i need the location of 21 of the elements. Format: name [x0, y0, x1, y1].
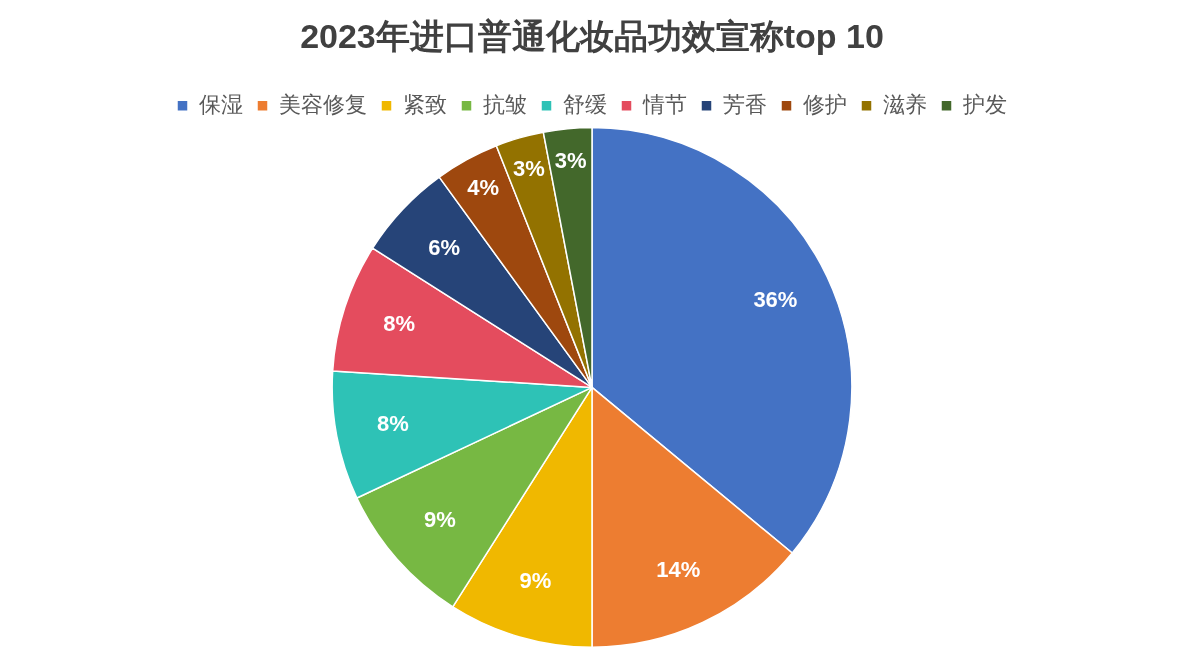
legend-label: 情节: [642, 91, 687, 117]
data-label: 3%: [554, 148, 587, 174]
legend-label: 抗皱: [483, 91, 527, 117]
data-label: 4%: [467, 175, 499, 201]
legend-label: 紧致: [403, 91, 447, 117]
data-label: 6%: [428, 234, 461, 260]
data-label: 14%: [656, 556, 701, 582]
legend-label: 美容修复: [279, 91, 367, 117]
chart-title: 2023年进口普通化妆品功效宣称top 10: [300, 16, 884, 55]
data-label: 3%: [513, 156, 545, 182]
data-label: 9%: [424, 507, 456, 533]
data-label: 8%: [377, 411, 409, 437]
data-label: 8%: [383, 310, 416, 336]
legend-label: 保湿: [199, 91, 243, 117]
data-label: 36%: [753, 287, 798, 313]
legend-label: 舒缓: [563, 91, 607, 117]
legend-label: 滋养: [883, 91, 927, 117]
legend-label: 修护: [803, 91, 847, 117]
data-label: 9%: [519, 568, 552, 594]
legend-label: 芳香: [723, 91, 767, 117]
legend-label: 护发: [962, 91, 1007, 117]
